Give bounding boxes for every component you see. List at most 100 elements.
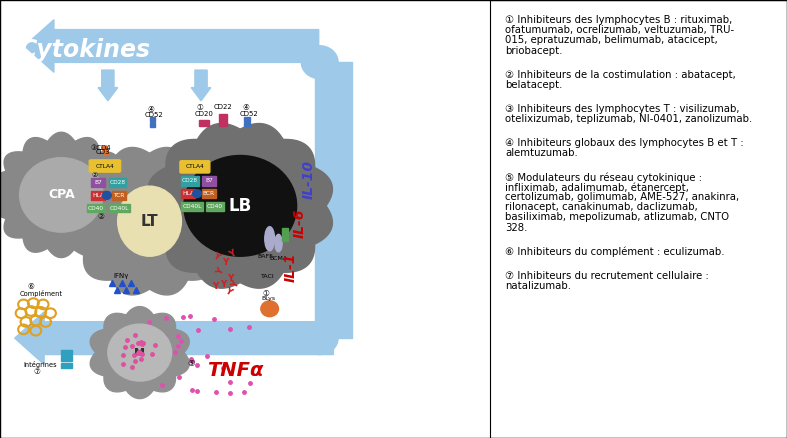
Text: certolizumab, golimumab, AME-527, anakinra,: certolizumab, golimumab, AME-527, anakin… (505, 192, 739, 202)
FancyArrow shape (315, 62, 352, 338)
Bar (61, 350, 72, 355)
Text: ⑥: ⑥ (28, 283, 35, 291)
FancyBboxPatch shape (180, 161, 210, 173)
Text: Y: Y (220, 280, 227, 289)
Text: Intégrines: Intégrines (24, 361, 57, 368)
FancyArrow shape (191, 70, 211, 101)
Text: ①: ① (196, 102, 203, 112)
Circle shape (102, 191, 111, 199)
Text: ④: ④ (242, 102, 249, 112)
Ellipse shape (264, 227, 275, 251)
Bar (91, 178, 105, 187)
Bar (112, 191, 127, 200)
Text: ofatumumab, ocrelizumab, veltuzumab, TRU-: ofatumumab, ocrelizumab, veltuzumab, TRU… (505, 25, 734, 35)
Text: LB: LB (228, 197, 252, 215)
Ellipse shape (301, 321, 338, 355)
Text: B7: B7 (205, 178, 212, 184)
Text: ④ Inhibiteurs globaux des lymphocytes B et T :: ④ Inhibiteurs globaux des lymphocytes B … (505, 138, 744, 148)
Text: CD52: CD52 (240, 111, 258, 117)
Bar (182, 189, 195, 198)
Ellipse shape (118, 186, 182, 256)
Text: basiliximab, mepolizumab, atlizumab, CNTO: basiliximab, mepolizumab, atlizumab, CNT… (505, 212, 730, 223)
Text: CD20: CD20 (194, 111, 213, 117)
Text: M: M (135, 348, 146, 357)
FancyArrow shape (15, 312, 334, 364)
Text: ① Inhibiteurs des lymphocytes B : rituximab,: ① Inhibiteurs des lymphocytes B : rituxi… (505, 15, 733, 25)
Circle shape (20, 158, 103, 232)
Polygon shape (148, 124, 332, 288)
Text: Y: Y (212, 283, 219, 291)
Circle shape (193, 190, 201, 198)
Text: HLA: HLA (183, 191, 194, 196)
Text: Y: Y (223, 286, 233, 297)
Text: TCR: TCR (113, 193, 125, 198)
Text: IL-6: IL-6 (293, 208, 307, 238)
Bar (150, 117, 155, 122)
Text: CPA: CPA (48, 188, 75, 201)
Text: ③CD4: ③CD4 (91, 145, 111, 151)
Text: Y: Y (211, 251, 220, 262)
Text: otelixizumab, teplizumab, NI-0401, zanolizumab.: otelixizumab, teplizumab, NI-0401, zanol… (505, 114, 752, 124)
Bar (283, 228, 288, 241)
Text: rilonacept, canakinumab, daclizumab,: rilonacept, canakinumab, daclizumab, (505, 202, 698, 212)
Text: BCMA: BCMA (269, 256, 287, 261)
Bar (91, 191, 105, 200)
Text: IL-1: IL-1 (283, 252, 297, 282)
Text: BLys: BLys (261, 296, 275, 300)
Text: Y: Y (215, 267, 226, 276)
Bar (202, 176, 216, 186)
Text: ⑥ Inhibiteurs du complément : eculizumab.: ⑥ Inhibiteurs du complément : eculizumab… (505, 247, 725, 257)
Polygon shape (67, 148, 232, 295)
Bar (206, 202, 224, 211)
Text: CD40: CD40 (88, 205, 104, 211)
Text: Y: Y (230, 280, 241, 290)
Text: ② Inhibiteurs de la costimulation : abatacept,: ② Inhibiteurs de la costimulation : abat… (505, 70, 736, 80)
Text: CD28: CD28 (109, 180, 126, 185)
Bar (61, 356, 72, 361)
Text: ⑦: ⑦ (33, 367, 40, 376)
Text: Complément: Complément (19, 290, 62, 297)
Text: CD52: CD52 (145, 112, 164, 118)
FancyArrow shape (98, 70, 118, 101)
FancyBboxPatch shape (89, 160, 120, 172)
Text: CD28: CD28 (182, 178, 198, 184)
Text: Y: Y (223, 258, 229, 267)
Text: IL-10: IL-10 (302, 160, 316, 199)
Bar (102, 146, 109, 155)
Text: CD40L: CD40L (183, 204, 202, 209)
Bar (61, 363, 72, 368)
Text: HLA: HLA (92, 193, 104, 198)
Text: CD22: CD22 (214, 104, 232, 110)
Text: ⑤: ⑤ (187, 359, 195, 368)
Text: CTLA4: CTLA4 (185, 164, 204, 170)
Bar (150, 123, 155, 127)
Text: IFNγ: IFNγ (114, 273, 129, 279)
Text: B7: B7 (94, 180, 102, 185)
Text: natalizumab.: natalizumab. (505, 281, 571, 291)
Text: TNFα: TNFα (207, 360, 264, 380)
Text: CD40: CD40 (207, 204, 223, 209)
Ellipse shape (301, 46, 338, 79)
Bar (182, 176, 198, 186)
Polygon shape (0, 132, 130, 258)
Text: belatacept.: belatacept. (505, 80, 563, 90)
Text: Y: Y (228, 248, 238, 260)
Text: 328.: 328. (505, 223, 527, 233)
Text: alemtuzumab.: alemtuzumab. (505, 148, 578, 158)
Ellipse shape (275, 234, 283, 252)
Bar (87, 204, 105, 212)
Bar (109, 204, 131, 212)
Text: Cytokines: Cytokines (20, 39, 151, 62)
Text: ④: ④ (148, 105, 154, 114)
Text: ③ Inhibiteurs des lymphocytes T : visilizumab,: ③ Inhibiteurs des lymphocytes T : visili… (505, 104, 740, 114)
Text: LT: LT (141, 214, 158, 229)
Text: CD40L: CD40L (110, 205, 129, 211)
FancyArrow shape (24, 20, 319, 72)
Text: Y: Y (227, 274, 234, 283)
Text: CTLA4: CTLA4 (95, 163, 114, 169)
Bar (182, 202, 203, 211)
Text: TACI: TACI (261, 274, 275, 279)
Bar (219, 114, 227, 126)
Circle shape (108, 324, 172, 381)
Text: infliximab, adalimumab, étanercept,: infliximab, adalimumab, étanercept, (505, 182, 689, 193)
